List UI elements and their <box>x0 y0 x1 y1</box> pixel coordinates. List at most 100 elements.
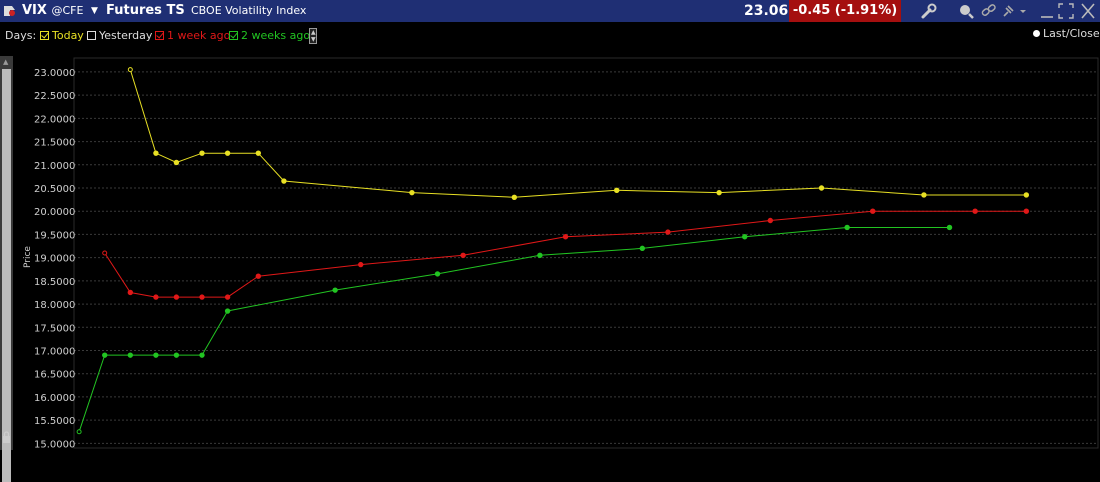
search-icon[interactable] <box>957 0 977 22</box>
data-point <box>1023 208 1030 214</box>
data-point <box>224 308 231 314</box>
data-point <box>127 289 134 296</box>
y-tick-label: 21.5000 <box>34 138 75 149</box>
data-point <box>614 187 620 194</box>
data-point <box>102 250 108 256</box>
data-point <box>511 194 518 200</box>
data-point <box>224 150 231 156</box>
y-axis-title: Price <box>23 246 33 268</box>
pin-icon[interactable] <box>1001 0 1015 22</box>
data-point <box>199 150 205 156</box>
data-point <box>665 229 671 235</box>
data-point <box>972 208 978 214</box>
series-line <box>78 227 950 432</box>
data-point <box>199 352 205 358</box>
y-tick-label: 20.0000 <box>34 207 75 218</box>
data-point <box>127 352 134 358</box>
data-point <box>844 224 850 231</box>
day-option-label: 2 weeks ago <box>241 29 311 42</box>
chevron-down-icon[interactable] <box>1018 0 1028 22</box>
day-option-2-weeks-ago[interactable]: 2 weeks ago <box>229 30 310 42</box>
y-tick-label: 15.5000 <box>34 416 75 427</box>
data-point <box>199 294 205 300</box>
days-stepper[interactable]: ▲ ▼ <box>309 28 317 44</box>
day-option-today[interactable]: Today <box>40 30 84 42</box>
day-option-1-week-ago[interactable]: 1 week ago <box>155 30 230 42</box>
data-point <box>173 352 180 358</box>
y-tick-label: 15.0000 <box>34 439 75 450</box>
y-tick-label: 16.0000 <box>34 393 75 404</box>
data-point <box>127 67 133 73</box>
y-tick-label: 23.0000 <box>34 68 75 79</box>
chevron-down-icon[interactable]: ▼ <box>91 6 98 16</box>
lock-icon[interactable] <box>2 430 11 444</box>
data-point <box>639 245 646 252</box>
data-point <box>173 159 180 166</box>
window-subtitle: CBOE Volatility Index <box>191 4 307 17</box>
data-point <box>946 224 953 231</box>
data-point <box>1023 192 1030 198</box>
title-bar: VIX @CFE ▼ Futures TS CBOE Volatility In… <box>0 0 1100 22</box>
data-point <box>921 192 927 198</box>
y-tick-label: 22.5000 <box>34 91 75 102</box>
y-tick-label: 17.5000 <box>34 323 75 334</box>
close-icon[interactable] <box>1080 0 1096 22</box>
data-point <box>76 429 82 435</box>
vertical-scrollbar[interactable]: ▲ <box>0 56 13 482</box>
up-arrow-icon[interactable]: ▲ <box>311 29 316 36</box>
last-close-label: Last/Close <box>1043 27 1100 40</box>
data-point <box>716 189 722 196</box>
data-point <box>358 261 364 268</box>
data-point <box>224 294 231 300</box>
futures-term-structure-chart[interactable]: 15.0000 15.5000 16.0000 16.5000 17.0000 17.50… <box>0 0 1100 450</box>
day-option-yesterday[interactable]: Yesterday <box>87 30 152 42</box>
day-option-label: Yesterday <box>99 29 153 42</box>
data-point <box>434 271 441 277</box>
day-option-label: Today <box>52 29 84 42</box>
last-close-legend: Last/Close <box>1033 27 1100 40</box>
symbol-label[interactable]: VIX @CFE <box>22 3 84 18</box>
last-price: 23.06 <box>744 3 789 19</box>
data-point <box>255 150 262 156</box>
data-point <box>767 217 774 224</box>
y-axis-title-holder: Price <box>23 246 33 268</box>
down-arrow-icon[interactable]: ▼ <box>311 36 316 43</box>
data-point <box>255 273 262 279</box>
minimize-icon[interactable] <box>1040 0 1054 22</box>
days-toolbar: Days: Today Yesterday 1 week ago 2 weeks… <box>0 24 1100 48</box>
week2-checkbox[interactable] <box>229 31 238 40</box>
window-title: Futures TS <box>106 3 185 18</box>
day-option-label: 1 week ago <box>167 29 231 42</box>
link-icon[interactable] <box>980 0 998 22</box>
exchange-label: @CFE <box>51 4 84 17</box>
today-checkbox[interactable] <box>40 31 49 40</box>
days-label: Days: <box>5 29 37 42</box>
data-point <box>460 252 466 259</box>
plot-area <box>73 57 1099 449</box>
week1-checkbox[interactable] <box>155 31 164 40</box>
maximize-icon[interactable] <box>1058 0 1074 22</box>
data-point <box>153 294 159 300</box>
data-point <box>818 185 825 191</box>
y-tick-label: 22.0000 <box>34 114 75 125</box>
scroll-up-icon[interactable]: ▲ <box>3 58 9 66</box>
y-tick-label: 21.0000 <box>34 161 75 172</box>
price-change-badge: -0.45 (-1.91%) <box>789 0 901 22</box>
data-point <box>870 208 876 214</box>
data-point <box>173 294 180 300</box>
y-tick-label: 16.5000 <box>34 370 75 381</box>
data-point <box>562 234 569 240</box>
data-point <box>281 178 287 184</box>
dot-icon <box>1033 30 1040 37</box>
data-point <box>153 352 159 358</box>
data-point <box>153 150 159 156</box>
data-point <box>102 352 108 358</box>
y-tick-label: 20.5000 <box>34 184 75 195</box>
data-point <box>409 189 415 196</box>
data-point <box>537 252 543 259</box>
logo-icon <box>4 6 15 16</box>
scrollbar-thumb[interactable] <box>2 69 11 482</box>
yesterday-checkbox[interactable] <box>87 31 96 40</box>
wrench-icon[interactable] <box>920 0 938 22</box>
data-point <box>742 234 748 240</box>
